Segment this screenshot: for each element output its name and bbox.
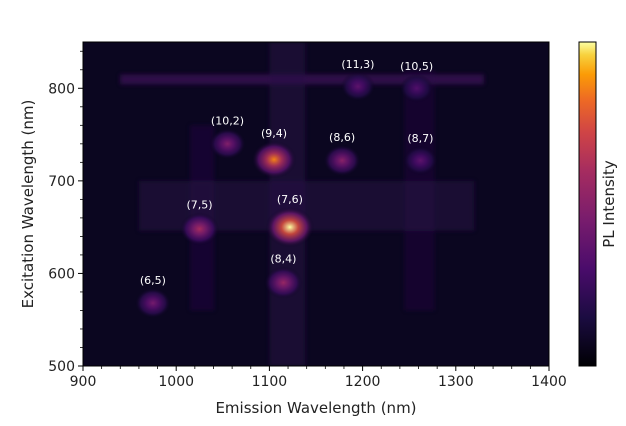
x-tick-label: 1200 bbox=[345, 374, 381, 390]
plot-frame bbox=[82, 41, 550, 367]
peak-label: (8,4) bbox=[270, 253, 296, 266]
peak-102 bbox=[209, 128, 246, 160]
x-tick-label: 900 bbox=[70, 374, 97, 390]
peak-86 bbox=[323, 144, 361, 177]
peak-label: (10,2) bbox=[211, 114, 244, 127]
peak-label: (8,7) bbox=[407, 132, 433, 145]
peak-84 bbox=[264, 266, 303, 299]
peak-113 bbox=[340, 72, 375, 101]
y-tick-label: 800 bbox=[48, 81, 75, 97]
peak-label: (11,3) bbox=[341, 58, 374, 71]
colorbar bbox=[578, 41, 597, 367]
pl-peaks bbox=[135, 72, 438, 319]
peak-label: (8,6) bbox=[329, 131, 355, 144]
x-axis-ticks: 900 1000 1100 1200 1300 1400 bbox=[70, 366, 567, 390]
peak-label: (9,4) bbox=[261, 127, 287, 140]
y-axis-label: Excitation Wavelength (nm) bbox=[19, 100, 37, 309]
peak-label: (6,5) bbox=[140, 274, 166, 287]
peak-94 bbox=[251, 141, 297, 179]
x-tick-label: 1300 bbox=[438, 374, 474, 390]
streak-emission-1120 bbox=[269, 42, 306, 366]
y-tick-label: 600 bbox=[48, 266, 75, 282]
peak-label: (7,6) bbox=[277, 193, 303, 206]
x-tick-label: 1400 bbox=[531, 374, 567, 390]
x-axis-label: Emission Wavelength (nm) bbox=[215, 399, 416, 417]
y-axis-ticks: 500 600 700 800 bbox=[48, 50, 83, 375]
peak-76 bbox=[265, 207, 314, 248]
y-tick-label: 700 bbox=[48, 174, 75, 190]
x-tick-label: 1000 bbox=[158, 374, 194, 390]
peak-label: (7,5) bbox=[186, 199, 212, 212]
peak-65 bbox=[135, 288, 171, 319]
y-tick-label: 500 bbox=[48, 359, 75, 375]
peak-87 bbox=[403, 146, 438, 175]
x-tick-label: 1100 bbox=[252, 374, 288, 390]
peak-label: (10,5) bbox=[400, 60, 433, 73]
peak-labels: (6,5) (7,5) (10,2) (9,4) (7,6) (8,4) (8,6) (11,… bbox=[140, 58, 434, 287]
peak-105 bbox=[400, 74, 434, 103]
colorbar-label: PL Intensity bbox=[600, 160, 618, 248]
peak-75 bbox=[180, 212, 219, 246]
streak-emission-1260 bbox=[404, 69, 435, 311]
